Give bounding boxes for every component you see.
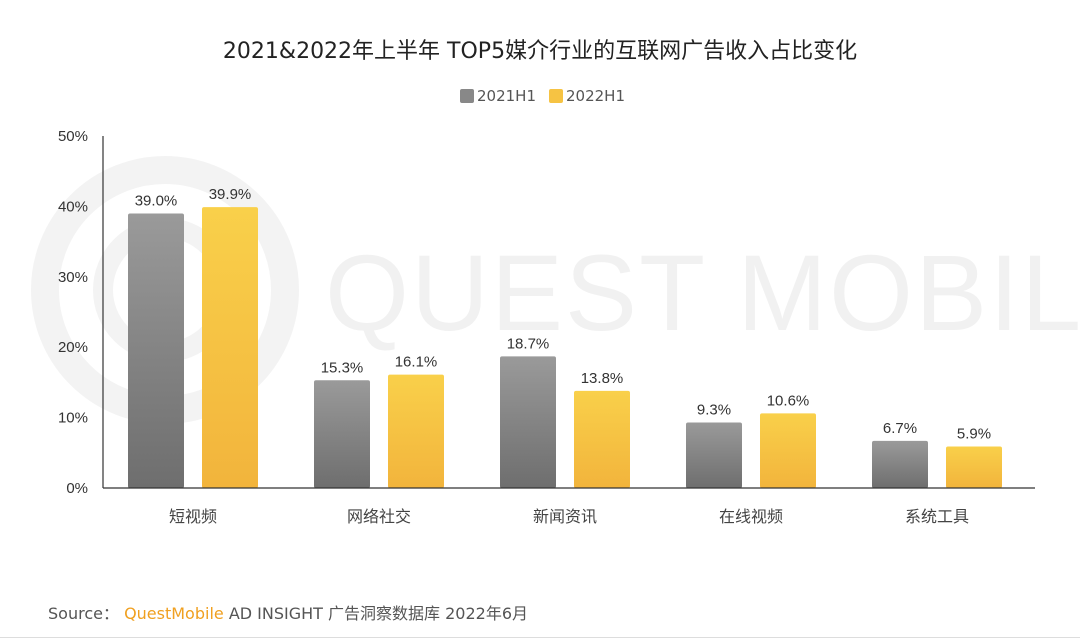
watermark-text: QUEST MOBILE — [325, 232, 1080, 353]
bottom-divider — [0, 637, 1080, 638]
legend-swatch-2021h1 — [460, 89, 474, 103]
x-category-label: 新闻资讯 — [533, 507, 597, 526]
bar-2022h1-3 — [760, 413, 816, 488]
y-axis: 0% 10% 20% 30% 40% 50% — [58, 128, 104, 497]
legend-label-2022h1: 2022H1 — [566, 87, 625, 105]
data-labels: 39.0% 39.9% 15.3% 16.1% 18.7% 13.8% 9.3% 10.6% 6… — [135, 186, 991, 442]
bar-2021h1-3 — [686, 422, 742, 488]
y-tick-label: 20% — [58, 339, 88, 356]
data-label-2022h1-0: 39.9% — [209, 186, 252, 203]
data-label-2022h1-1: 16.1% — [395, 354, 438, 371]
bars — [128, 207, 1002, 488]
data-label-2022h1-3: 10.6% — [767, 392, 810, 409]
y-tick-label: 50% — [58, 128, 88, 145]
bar-2022h1-0 — [202, 207, 258, 488]
x-category-label: 系统工具 — [905, 507, 969, 526]
legend: 2021H1 2022H1 — [460, 87, 625, 105]
source-prefix: Source： — [48, 604, 119, 623]
data-label-2021h1-2: 18.7% — [507, 335, 550, 352]
source-rest: AD INSIGHT 广告洞察数据库 2022年6月 — [223, 604, 529, 623]
data-label-2021h1-0: 39.0% — [135, 192, 178, 209]
bar-2022h1-2 — [574, 390, 630, 488]
data-label-2021h1-3: 9.3% — [697, 402, 731, 419]
chart-title: 2021&2022年上半年 TOP5媒介行业的互联网广告收入占比变化 — [223, 39, 857, 64]
legend-label-2021h1: 2021H1 — [477, 87, 536, 105]
y-tick-label: 40% — [58, 198, 88, 215]
bar-2021h1-4 — [872, 440, 928, 488]
bar-2022h1-4 — [946, 446, 1002, 488]
y-tick-label: 0% — [66, 480, 88, 497]
bar-2021h1-1 — [314, 380, 370, 488]
bar-2021h1-2 — [500, 356, 556, 488]
data-label-2022h1-2: 13.8% — [581, 370, 624, 387]
bar-2022h1-1 — [388, 374, 444, 488]
y-tick-label: 10% — [58, 410, 88, 427]
y-tick-label: 30% — [58, 269, 88, 286]
x-category-label: 短视频 — [169, 507, 217, 526]
x-category-label: 网络社交 — [347, 507, 411, 526]
x-category-label: 在线视频 — [719, 507, 783, 526]
legend-swatch-2022h1 — [549, 89, 563, 103]
data-label-2021h1-1: 15.3% — [321, 359, 364, 376]
bar-2021h1-0 — [128, 213, 184, 488]
x-axis: 短视频 网络社交 新闻资讯 在线视频 系统工具 — [103, 487, 1035, 526]
source-note: Source： QuestMobile AD INSIGHT 广告洞察数据库 2… — [48, 600, 528, 624]
watermark: QUEST MOBILE — [31, 156, 1080, 424]
data-label-2021h1-4: 6.7% — [883, 420, 917, 437]
source-brand: QuestMobile — [124, 604, 224, 623]
data-label-2022h1-4: 5.9% — [957, 425, 991, 442]
